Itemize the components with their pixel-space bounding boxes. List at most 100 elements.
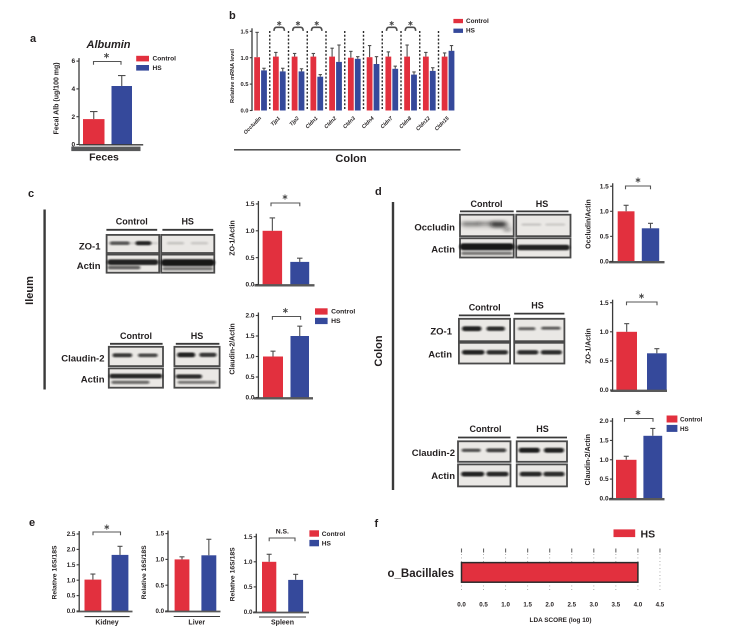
svg-text:1.0: 1.0 <box>245 228 254 235</box>
svg-text:0.0: 0.0 <box>600 387 609 394</box>
svg-text:Actin: Actin <box>431 471 455 482</box>
svg-text:1.0: 1.0 <box>600 329 609 336</box>
svg-text:1.0: 1.0 <box>67 577 76 584</box>
svg-text:b: b <box>229 10 236 22</box>
svg-text:Kidney: Kidney <box>95 620 118 627</box>
svg-text:Tjp1: Tjp1 <box>270 116 282 128</box>
svg-text:2.0: 2.0 <box>245 313 254 320</box>
svg-text:Control: Control <box>153 56 177 63</box>
svg-text:0.0: 0.0 <box>155 608 164 615</box>
svg-text:0.5: 0.5 <box>155 582 164 589</box>
svg-text:HS: HS <box>466 28 476 35</box>
svg-text:0.5: 0.5 <box>600 476 609 483</box>
svg-text:4: 4 <box>71 86 75 93</box>
svg-text:0.0: 0.0 <box>457 602 466 609</box>
svg-text:2.0: 2.0 <box>545 602 554 609</box>
svg-text:2: 2 <box>71 114 75 121</box>
svg-text:1.5: 1.5 <box>245 201 254 208</box>
svg-text:Claudin-2/Actin: Claudin-2/Actin <box>585 434 592 485</box>
svg-text:0.0: 0.0 <box>245 282 254 289</box>
svg-text:Actin: Actin <box>431 244 455 255</box>
svg-text:1.5: 1.5 <box>600 183 609 190</box>
svg-text:1.5: 1.5 <box>523 602 532 609</box>
svg-text:0.0: 0.0 <box>240 109 248 115</box>
svg-text:Actin: Actin <box>77 261 101 272</box>
svg-text:0.0: 0.0 <box>67 608 76 615</box>
svg-text:ZO-1/Actin: ZO-1/Actin <box>586 328 593 363</box>
svg-text:f: f <box>375 518 379 530</box>
svg-text:Fecal Alb (ug/100 mg): Fecal Alb (ug/100 mg) <box>54 62 61 134</box>
svg-text:1.0: 1.0 <box>155 557 164 564</box>
svg-text:c: c <box>28 188 34 200</box>
svg-text:0.5: 0.5 <box>240 82 249 88</box>
svg-text:Control: Control <box>680 417 703 424</box>
svg-text:Relative 16S/18S: Relative 16S/18S <box>52 545 59 599</box>
svg-text:2.5: 2.5 <box>67 531 76 538</box>
svg-text:Control: Control <box>471 199 503 209</box>
svg-text:0.0: 0.0 <box>600 259 609 266</box>
svg-text:1.5: 1.5 <box>155 531 164 538</box>
svg-text:1.0: 1.0 <box>600 208 609 215</box>
svg-text:d: d <box>375 186 382 198</box>
svg-text:Control: Control <box>120 331 152 341</box>
svg-text:ZO-1/Actin: ZO-1/Actin <box>230 220 237 255</box>
svg-text:1.5: 1.5 <box>67 562 76 569</box>
svg-text:0.5: 0.5 <box>245 255 254 262</box>
svg-text:Claudin-2: Claudin-2 <box>412 448 455 459</box>
svg-text:Relative mRNA level: Relative mRNA level <box>230 49 236 103</box>
svg-text:Spleen: Spleen <box>271 620 294 627</box>
svg-text:ZO-1: ZO-1 <box>430 326 452 337</box>
svg-text:HS: HS <box>680 426 689 433</box>
svg-text:Relative 16S/18S: Relative 16S/18S <box>141 545 148 599</box>
svg-text:Liver: Liver <box>188 620 205 627</box>
svg-text:HS: HS <box>536 199 549 209</box>
svg-text:Claudin-2: Claudin-2 <box>61 354 104 365</box>
svg-text:HS: HS <box>191 331 204 341</box>
svg-text:Control: Control <box>116 217 148 227</box>
svg-text:1.5: 1.5 <box>240 29 249 35</box>
svg-text:LDA SCORE (log 10): LDA SCORE (log 10) <box>530 617 592 624</box>
svg-text:0.5: 0.5 <box>600 233 609 240</box>
svg-text:Claudin-2/Actin: Claudin-2/Actin <box>230 323 237 374</box>
svg-text:1.5: 1.5 <box>245 333 254 340</box>
svg-text:1.0: 1.0 <box>501 602 510 609</box>
svg-text:Actin: Actin <box>428 349 452 360</box>
svg-text:ZO-1: ZO-1 <box>79 242 101 253</box>
svg-text:HS: HS <box>531 301 544 311</box>
svg-text:Relative 16S/18S: Relative 16S/18S <box>230 547 237 601</box>
svg-text:e: e <box>29 517 35 529</box>
svg-text:Control: Control <box>331 309 355 316</box>
svg-text:Control: Control <box>322 531 346 538</box>
svg-text:1.5: 1.5 <box>600 438 609 445</box>
svg-text:2.5: 2.5 <box>567 602 576 609</box>
svg-text:HS: HS <box>331 318 341 325</box>
svg-text:1.0: 1.0 <box>245 354 254 361</box>
svg-text:1.5: 1.5 <box>244 534 253 541</box>
svg-text:HS: HS <box>181 217 194 227</box>
svg-text:0.5: 0.5 <box>600 358 609 365</box>
svg-text:0.5: 0.5 <box>479 602 488 609</box>
svg-text:0.5: 0.5 <box>67 593 76 600</box>
svg-text:0.5: 0.5 <box>244 584 253 591</box>
svg-text:2.0: 2.0 <box>600 418 609 425</box>
svg-text:HS: HS <box>322 541 332 548</box>
svg-text:0.0: 0.0 <box>600 496 609 503</box>
svg-text:Actin: Actin <box>81 374 105 385</box>
svg-text:3.5: 3.5 <box>612 602 621 609</box>
svg-text:HS: HS <box>536 424 549 434</box>
svg-text:Colon: Colon <box>335 153 366 165</box>
svg-text:N.S.: N.S. <box>276 529 289 536</box>
svg-text:Control: Control <box>466 18 489 25</box>
svg-text:Occludin/Actin: Occludin/Actin <box>586 199 593 248</box>
svg-text:o_Bacillales: o_Bacillales <box>388 568 454 580</box>
svg-text:Control: Control <box>470 424 502 434</box>
svg-text:0.0: 0.0 <box>244 609 253 616</box>
svg-text:a: a <box>30 33 37 45</box>
svg-text:1.0: 1.0 <box>244 559 253 566</box>
svg-text:0.0: 0.0 <box>245 395 254 402</box>
svg-text:Tjp2: Tjp2 <box>289 116 301 128</box>
svg-text:1.0: 1.0 <box>600 457 609 464</box>
svg-text:HS: HS <box>641 528 656 540</box>
svg-text:Colon: Colon <box>373 335 385 366</box>
svg-text:4.5: 4.5 <box>656 602 665 609</box>
